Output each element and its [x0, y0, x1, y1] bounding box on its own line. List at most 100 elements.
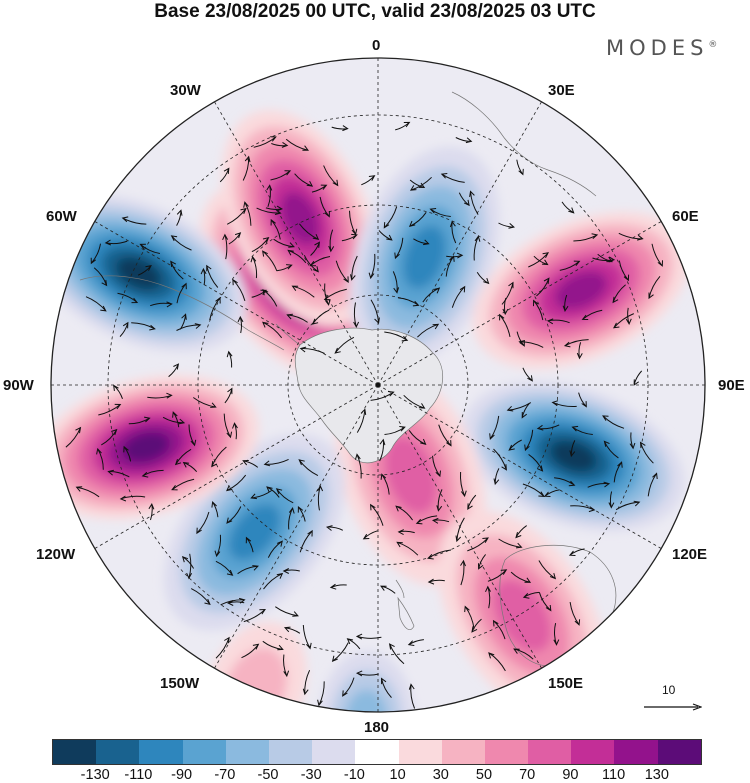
wind-arrow	[170, 235, 192, 251]
wind-arrow	[355, 633, 382, 640]
wind-arrow	[65, 426, 82, 448]
wind-arrow	[96, 447, 104, 470]
wind-arrow	[455, 517, 465, 543]
anomaly-contour	[228, 503, 281, 561]
colorbar-tick-label: 90	[562, 767, 579, 783]
wind-arrow	[473, 235, 481, 261]
wind-arrow	[176, 209, 183, 226]
wind-arrow	[469, 190, 479, 215]
wind-arrow	[563, 339, 589, 348]
wind-arrow	[317, 484, 324, 511]
wind-arrow	[266, 486, 280, 498]
colorbar-tick-label: 110	[602, 767, 626, 783]
wind-arrow	[538, 560, 557, 580]
wind-arrow	[288, 506, 295, 530]
wind-arrow	[303, 254, 319, 273]
wind-arrow	[121, 216, 147, 225]
wind-arrow	[380, 677, 392, 698]
wind-arrow	[528, 453, 544, 472]
wind-arrow	[262, 250, 278, 272]
wind-arrow	[536, 424, 560, 431]
wind-arrow	[270, 170, 292, 181]
colorbar-swatch	[96, 740, 140, 764]
wind-arrow	[451, 285, 466, 308]
wind-arrow	[569, 602, 581, 626]
anomaly-contour	[554, 271, 608, 310]
colorbar-swatch	[268, 740, 313, 764]
wind-arrow	[573, 233, 599, 242]
wind-arrow	[522, 591, 540, 599]
wind-arrow	[311, 309, 330, 325]
wind-arrow	[276, 264, 293, 272]
wind-arrow	[648, 275, 661, 300]
wind-arrow	[211, 501, 219, 518]
wind-arrow	[176, 282, 187, 304]
wind-arrow	[263, 572, 284, 590]
wind-arrow	[413, 238, 430, 246]
wind-arrow	[237, 315, 244, 334]
wind-arrow	[471, 618, 482, 633]
wind-arrow	[299, 346, 325, 354]
wind-arrow	[446, 252, 464, 259]
wind-arrow	[331, 642, 349, 663]
meridian-line	[83, 214, 379, 386]
map-disk	[51, 58, 705, 712]
wind-arrow	[455, 137, 473, 144]
wind-arrow	[476, 271, 490, 285]
anomaly-contour	[403, 225, 446, 289]
colorbar-tick-label: 50	[475, 767, 493, 783]
colorbar	[52, 739, 702, 765]
wind-arrow	[285, 138, 310, 151]
wind-arrow	[521, 402, 530, 419]
wind-arrow	[546, 318, 570, 325]
africa-landmass	[451, 91, 597, 197]
lon-label-90w: 90W	[3, 377, 34, 394]
wind-arrow	[408, 430, 427, 446]
brand-name: MODES	[606, 36, 709, 60]
wind-arrow	[168, 363, 180, 378]
wind-arrow	[242, 155, 251, 181]
wind-arrow	[245, 536, 254, 553]
wind-arrow	[613, 461, 623, 483]
wind-arrow	[397, 529, 415, 536]
wind-arrow	[286, 313, 308, 323]
wind-arrow	[262, 321, 283, 339]
wind-arrow	[219, 167, 230, 183]
wind-arrow	[335, 260, 349, 283]
wind-arrow	[206, 264, 219, 288]
wind-arrow	[282, 568, 300, 574]
wind-arrow	[319, 196, 330, 218]
wind-arrow	[123, 445, 132, 462]
wind-arrow	[438, 424, 452, 447]
new-zealand-landmass	[395, 579, 415, 630]
meridian-line	[377, 214, 673, 386]
anomaly-contour	[281, 192, 320, 245]
wind-arrow	[265, 205, 284, 212]
wind-arrow	[440, 173, 465, 183]
wind-arrow	[227, 600, 245, 606]
wind-arrow	[625, 307, 632, 326]
wind-arrow	[538, 592, 552, 612]
wind-arrow	[543, 489, 560, 497]
lon-label-150e: 150E	[548, 675, 584, 692]
wind-arrow	[449, 220, 457, 244]
anomaly-contour	[122, 431, 170, 463]
wind-arrow	[226, 474, 247, 492]
wind-arrow	[651, 243, 663, 267]
wind-arrow	[291, 285, 315, 298]
wind-arrow	[228, 232, 242, 245]
wind-arrow	[432, 455, 441, 478]
colorbar-tick-label: -10	[343, 767, 365, 783]
wind-arrow	[498, 538, 523, 549]
wind-arrow	[323, 165, 339, 187]
wind-arrow	[524, 429, 534, 452]
wind-arrow	[502, 297, 509, 316]
colorbar-swatch	[312, 740, 356, 764]
wind-arrow	[196, 511, 210, 535]
wind-arrow	[380, 585, 396, 594]
wind-arrow	[427, 578, 445, 585]
map-boundary	[50, 57, 706, 713]
wind-arrow	[147, 392, 173, 399]
wind-arrow	[85, 296, 107, 312]
